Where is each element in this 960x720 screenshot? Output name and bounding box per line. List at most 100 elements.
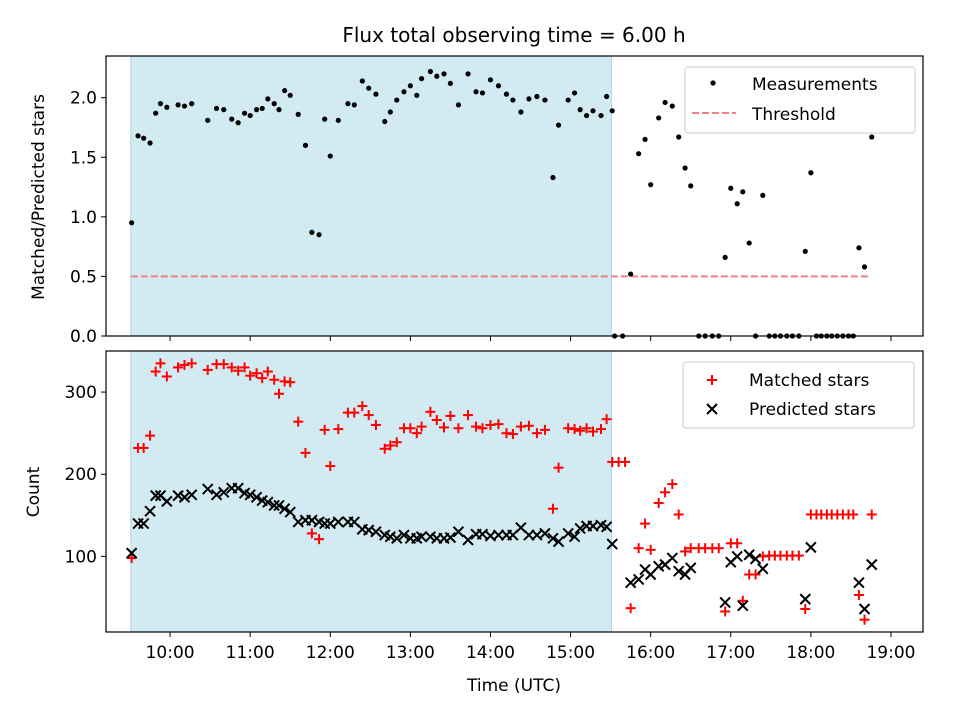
measurement-point bbox=[221, 107, 227, 113]
predicted-star-point bbox=[284, 506, 296, 518]
legend-measurements-marker bbox=[710, 80, 716, 86]
measurement-point bbox=[669, 103, 675, 109]
measurement-point bbox=[229, 116, 235, 122]
predicted-star-point bbox=[858, 603, 871, 615]
measurement-point bbox=[414, 92, 420, 98]
matched-star-point bbox=[507, 428, 518, 439]
matched-star-point bbox=[493, 419, 504, 430]
measurement-point bbox=[656, 115, 662, 121]
matched-star-point bbox=[314, 534, 325, 545]
predicted-star-point bbox=[462, 534, 474, 546]
measurement-point bbox=[418, 76, 425, 82]
x-axis-label: Time (UTC) bbox=[466, 676, 561, 696]
predicted-star-point bbox=[273, 499, 285, 512]
measurement-point bbox=[510, 97, 516, 103]
matched-star-point bbox=[848, 509, 859, 520]
matched-star-point bbox=[653, 498, 664, 509]
x-tick-label: 14:00 bbox=[466, 643, 515, 663]
predicted-star-point bbox=[600, 521, 613, 533]
measurement-point bbox=[427, 68, 433, 75]
measurement-point bbox=[259, 105, 265, 112]
matched-star-point bbox=[660, 487, 671, 498]
measurement-point bbox=[728, 185, 734, 191]
predicted-star-point bbox=[125, 547, 138, 559]
matched-star-point bbox=[547, 503, 558, 514]
predicted-star-point bbox=[370, 526, 382, 538]
matched-star-point bbox=[866, 509, 877, 520]
measurement-point bbox=[676, 134, 682, 140]
matched-star-point bbox=[625, 603, 636, 614]
x-tick-label: 18:00 bbox=[786, 643, 835, 663]
matched-star-point bbox=[531, 428, 542, 439]
predicted-star-point bbox=[415, 530, 428, 543]
measurement-point bbox=[734, 201, 740, 207]
measurement-point bbox=[175, 102, 181, 108]
ratio-panel: 0.00.51.01.52.0 Matched/Predicted stars … bbox=[29, 55, 924, 347]
measurement-point bbox=[441, 71, 447, 77]
predicted-star-point bbox=[737, 600, 749, 612]
matched-star-point bbox=[285, 377, 296, 388]
matched-star-point bbox=[274, 388, 285, 399]
legend-matched-marker bbox=[707, 375, 717, 385]
measurement-point bbox=[760, 192, 766, 199]
matched-star-point bbox=[325, 461, 336, 472]
predicted-star-point bbox=[391, 532, 403, 545]
matched-star-point bbox=[300, 447, 311, 458]
ratio-y-axis-label: Matched/Predicted stars bbox=[29, 94, 49, 300]
observing-window-span bbox=[130, 350, 612, 633]
x-tick-label: 15:00 bbox=[546, 643, 595, 663]
measurement-point bbox=[335, 117, 341, 123]
measurement-point bbox=[487, 77, 494, 83]
matched-star-point bbox=[569, 424, 580, 435]
measurement-point bbox=[316, 232, 322, 238]
matched-star-point bbox=[226, 362, 237, 373]
predicted-star-point bbox=[731, 550, 743, 563]
matched-star-point bbox=[150, 366, 161, 377]
matched-star-point bbox=[539, 424, 550, 435]
predicted-star-point bbox=[398, 529, 410, 541]
matched-star-point bbox=[750, 569, 761, 580]
matched-star-point bbox=[793, 550, 804, 561]
predicted-star-point bbox=[137, 517, 150, 530]
predicted-star-point bbox=[562, 527, 574, 540]
observing-window-span bbox=[130, 55, 612, 337]
x-tick-label: 11:00 bbox=[226, 643, 275, 663]
matched-star-point bbox=[155, 358, 166, 369]
measurement-point bbox=[382, 118, 388, 125]
measurement-point bbox=[153, 110, 159, 116]
measurement-point bbox=[590, 108, 596, 114]
measurement-point bbox=[526, 96, 532, 102]
predicted-star-point bbox=[552, 535, 565, 548]
predicted-star-point bbox=[161, 495, 173, 508]
matched-star-point bbox=[732, 538, 743, 549]
predicted-star-point bbox=[278, 503, 291, 515]
measurement-point bbox=[662, 99, 668, 106]
predicted-star-point bbox=[547, 532, 559, 545]
y-tick-label: 0.5 bbox=[70, 267, 97, 287]
measurement-point bbox=[359, 78, 365, 84]
matched-star-point bbox=[411, 428, 422, 439]
x-tick-label: 19:00 bbox=[866, 643, 915, 663]
measurement-point bbox=[542, 97, 548, 103]
predicted-star-point bbox=[685, 562, 697, 574]
matched-star-point bbox=[179, 359, 190, 370]
measurement-point bbox=[213, 105, 220, 112]
matched-star-point bbox=[713, 543, 724, 554]
matched-star-point bbox=[640, 518, 651, 529]
y-tick-label: 0.0 bbox=[70, 327, 97, 347]
predicted-star-point bbox=[799, 593, 811, 605]
measurement-point bbox=[247, 112, 253, 119]
predicted-star-point bbox=[743, 549, 755, 561]
y-tick-label: 300 bbox=[65, 383, 97, 403]
legend-predicted-marker bbox=[706, 403, 718, 415]
predicted-star-point bbox=[178, 491, 191, 503]
legend-matched-label: Matched stars bbox=[749, 371, 869, 391]
matched-star-point bbox=[673, 509, 684, 520]
matched-star-point bbox=[233, 365, 244, 376]
matched-star-point bbox=[439, 422, 450, 433]
matched-star-point bbox=[186, 358, 197, 369]
measurement-point bbox=[465, 71, 471, 77]
measurement-point bbox=[241, 110, 248, 116]
measurement-point bbox=[856, 245, 862, 251]
axes-frame bbox=[105, 350, 924, 633]
